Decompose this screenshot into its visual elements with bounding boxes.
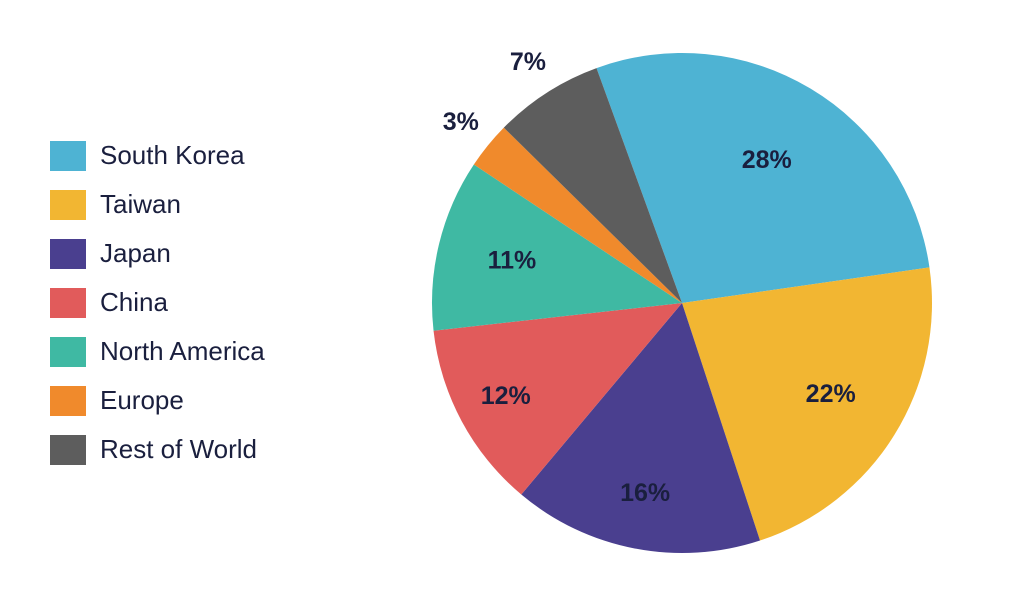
legend-swatch — [50, 386, 86, 416]
slice-label: 11% — [488, 246, 537, 274]
legend-label: Rest of World — [100, 434, 257, 465]
legend-item: Japan — [50, 238, 380, 269]
slice-label: 22% — [806, 379, 856, 407]
legend: South Korea Taiwan Japan China North America… — [40, 140, 380, 465]
legend-item: North America — [50, 336, 380, 367]
legend-swatch — [50, 141, 86, 171]
slice-label: 3% — [443, 107, 479, 135]
legend-item: Europe — [50, 385, 380, 416]
slice-label: 16% — [620, 479, 670, 507]
slice-label: 12% — [481, 382, 531, 410]
chart-container: South Korea Taiwan Japan China North America… — [0, 0, 1024, 605]
slice-label: 7% — [510, 47, 546, 75]
legend-label: Europe — [100, 385, 184, 416]
legend-label: China — [100, 287, 168, 318]
legend-item: Rest of World — [50, 434, 380, 465]
legend-item: Taiwan — [50, 189, 380, 220]
legend-item: South Korea — [50, 140, 380, 171]
legend-swatch — [50, 435, 86, 465]
legend-label: Taiwan — [100, 189, 181, 220]
legend-label: North America — [100, 336, 265, 367]
legend-swatch — [50, 239, 86, 269]
legend-item: China — [50, 287, 380, 318]
legend-swatch — [50, 288, 86, 318]
pie-chart: 28% 22% 16% 12% 11% 3% 7% — [402, 23, 962, 583]
legend-label: South Korea — [100, 140, 245, 171]
pie-chart-area: 28% 22% 16% 12% 11% 3% 7% — [380, 20, 984, 585]
legend-label: Japan — [100, 238, 171, 269]
slice-label: 28% — [742, 146, 792, 174]
legend-swatch — [50, 337, 86, 367]
legend-swatch — [50, 190, 86, 220]
